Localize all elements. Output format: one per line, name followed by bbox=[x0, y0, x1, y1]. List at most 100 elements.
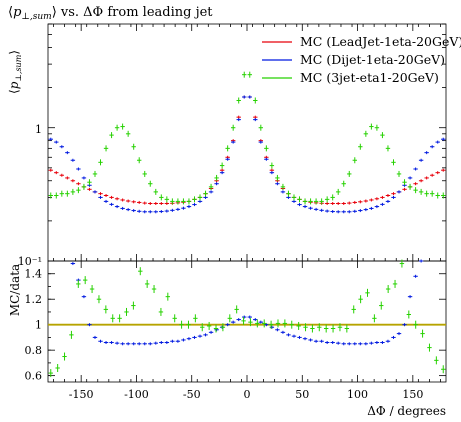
ratio-dijet-point bbox=[148, 342, 153, 346]
ratio-3jet-point bbox=[420, 329, 425, 338]
mc-3jet-point bbox=[247, 71, 252, 78]
ratio-dijet-point bbox=[225, 323, 230, 327]
mc-leadjet-point bbox=[435, 171, 440, 175]
mc-dijet-point bbox=[435, 140, 440, 144]
ratio-3jet-point bbox=[296, 321, 301, 330]
ratio-dijet-point bbox=[297, 335, 302, 339]
ratio-dijet-point bbox=[396, 332, 402, 336]
mc-leadjet-point bbox=[48, 168, 53, 172]
ratio-3jet-point bbox=[344, 324, 350, 333]
main-ytick-label: 1 bbox=[35, 123, 42, 136]
mc-dijet-point bbox=[302, 205, 308, 209]
ratio-dijet-point bbox=[391, 335, 396, 339]
mc-3jet-point bbox=[302, 198, 308, 205]
ratio-dijet-point bbox=[358, 342, 363, 346]
mc-3jet-point bbox=[103, 145, 109, 152]
ratio-3jet-point bbox=[234, 305, 239, 314]
ratio-ytick-label: 0.8 bbox=[25, 344, 43, 357]
ratio-dijet-point bbox=[253, 318, 258, 322]
ratio-3jet-point bbox=[351, 305, 356, 314]
legend-label-dijet: MC (Dijet-1eta-20GeV) bbox=[300, 52, 445, 67]
mc-3jet-point bbox=[114, 124, 120, 131]
mc-3jet-point bbox=[308, 198, 313, 205]
mc-leadjet-point bbox=[341, 202, 346, 206]
ratio-dijet-point bbox=[247, 315, 252, 319]
mc-3jet-point bbox=[203, 190, 208, 197]
mc-3jet-point bbox=[330, 194, 335, 201]
mc-leadjet-point bbox=[391, 192, 396, 196]
ratio-dijet-point bbox=[407, 295, 413, 299]
mc-3jet-point bbox=[208, 183, 214, 190]
mc-dijet-point bbox=[413, 167, 418, 171]
mc-dijet-point bbox=[341, 210, 346, 214]
ratio-dijet-point bbox=[181, 338, 186, 342]
ratio-dijet-point bbox=[336, 341, 341, 345]
mc-3jet-point bbox=[396, 170, 402, 177]
mc-dijet-point bbox=[336, 210, 341, 214]
ratio-3jet-point bbox=[117, 314, 122, 323]
mc-3jet-point bbox=[48, 192, 53, 199]
ratio-3jet-point bbox=[227, 314, 232, 323]
ratio-dijet-point bbox=[380, 341, 385, 345]
mc-3jet-point bbox=[391, 159, 396, 166]
ratio-dijet-point bbox=[280, 330, 286, 334]
mc-3jet-point bbox=[380, 132, 385, 139]
ratio-3jet-point bbox=[441, 365, 446, 374]
ratio-3jet-point bbox=[76, 279, 81, 288]
mc-3jet-point bbox=[76, 187, 81, 194]
ratio-3jet-point bbox=[220, 323, 226, 332]
mc-leadjet-point bbox=[125, 199, 131, 203]
mc-3jet-point bbox=[92, 170, 98, 177]
mc-dijet-point bbox=[319, 208, 324, 212]
mc-3jet-point bbox=[54, 192, 59, 199]
mc-3jet-point bbox=[225, 145, 230, 152]
ratio-xlabel: ΔΦ / degrees bbox=[367, 404, 446, 418]
ratio-3jet-point bbox=[144, 279, 150, 288]
mc-3jet-point bbox=[98, 159, 103, 166]
ratio-dijet-point bbox=[313, 339, 319, 343]
mc-3jet-point bbox=[280, 183, 286, 190]
ratio-3jet-point bbox=[427, 343, 432, 352]
ratio-dijet-point bbox=[236, 318, 241, 322]
ratio-xtick-label: -150 bbox=[69, 388, 94, 401]
ratio-dijet-point bbox=[385, 339, 391, 343]
mc-dijet-point bbox=[148, 210, 153, 214]
mc-3jet-point bbox=[153, 188, 158, 195]
mc-dijet-point bbox=[264, 157, 269, 161]
mc-3jet-point bbox=[137, 157, 142, 164]
ratio-3jet-point bbox=[337, 323, 343, 332]
mc-3jet-point bbox=[413, 187, 418, 194]
mc-leadjet-point bbox=[59, 173, 65, 177]
ratio-3jet-point bbox=[103, 305, 109, 314]
mc-3jet-point bbox=[181, 198, 186, 205]
ratio-dijet-point bbox=[153, 341, 158, 345]
ratio-dijet-point bbox=[131, 342, 136, 346]
mc-3jet-point bbox=[291, 194, 297, 201]
mc-dijet-point bbox=[358, 209, 363, 213]
mc-3jet-point bbox=[374, 124, 380, 131]
ratio-3jet-point bbox=[82, 276, 88, 285]
mc-dijet-point bbox=[347, 210, 352, 214]
ratio-dijet-point bbox=[242, 315, 247, 319]
ratio-xtick-label: 0 bbox=[244, 388, 251, 401]
ratio-dijet-point bbox=[308, 338, 313, 342]
mc-dijet-point bbox=[219, 171, 225, 175]
mc-dijet-point bbox=[59, 145, 65, 149]
ratio-3jet-point bbox=[379, 301, 384, 310]
mc-dijet-point bbox=[242, 95, 247, 99]
ratio-dijet-point bbox=[302, 337, 308, 341]
ratio-dijet-point bbox=[324, 341, 330, 345]
mc-dijet-point bbox=[70, 158, 76, 162]
mc-leadjet-point bbox=[164, 202, 170, 206]
mc-dijet-point bbox=[142, 210, 147, 214]
ratio-dijet-point bbox=[137, 342, 142, 346]
ratio-3jet-point bbox=[200, 323, 205, 332]
ratio-dijet-point bbox=[341, 342, 346, 346]
mc-dijet-point bbox=[76, 167, 81, 171]
ratio-3jet-point bbox=[151, 285, 157, 294]
mc-3jet-point bbox=[65, 190, 70, 197]
mc-dijet-point bbox=[214, 182, 219, 186]
mc-dijet-point bbox=[369, 206, 374, 210]
ratio-3jet-point bbox=[89, 285, 95, 294]
ratio-ytick-label: 1.4 bbox=[25, 268, 43, 281]
